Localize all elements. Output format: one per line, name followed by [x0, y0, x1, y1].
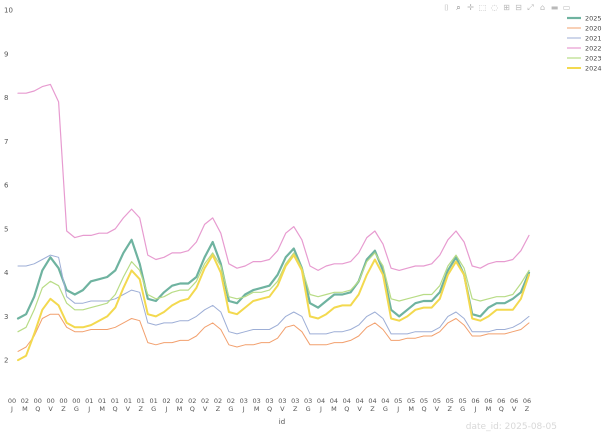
series-line-2023[interactable] — [17, 252, 530, 333]
x-tick-label: 02 V — [201, 397, 209, 413]
x-tick-label: 05 V — [433, 397, 441, 413]
date-watermark: date_id: 2025-08-05 — [466, 422, 557, 432]
legend-label-2021[interactable]: 2021 — [585, 34, 602, 42]
lasso-icon[interactable]: ◌ — [491, 3, 498, 12]
x-tick-label: 04 M — [330, 397, 338, 413]
x-tick-label: 03 Q — [265, 397, 273, 413]
series-line-2024[interactable] — [17, 254, 530, 362]
x-tick-label: 04 J — [317, 397, 325, 413]
y-tick-label: 6 — [4, 182, 9, 190]
legend-label-2025[interactable]: 2025 — [585, 14, 602, 22]
x-tick-label: 04 Z — [368, 397, 376, 413]
x-tick-label: 04 G — [381, 397, 389, 413]
series-line-2021[interactable] — [17, 254, 530, 335]
y-tick-label: 10 — [4, 7, 13, 15]
zoom-out-icon[interactable]: ⊟ — [515, 3, 522, 12]
x-tick-label: 03 V — [278, 397, 286, 413]
autoscale-icon[interactable]: ⤢ — [527, 3, 534, 12]
legend: 2025 2020 2021 2022 2023 2024 — [567, 14, 602, 72]
x-tick-label: 06 V — [510, 397, 518, 413]
x-tick-label: 03 G — [304, 397, 312, 413]
x-tick-label: 05 Q — [420, 397, 428, 413]
x-tick-label: 06 M — [484, 397, 492, 413]
y-tick-label: 7 — [4, 138, 8, 146]
legend-label-2020[interactable]: 2020 — [585, 24, 602, 32]
y-tick-label: 4 — [4, 269, 9, 277]
legend-label-2022[interactable]: 2022 — [585, 44, 602, 52]
x-tick-label: 00 Z — [59, 397, 67, 413]
x-tick-label: 02 G — [227, 397, 235, 413]
x-tick-label: 06 Z — [523, 397, 531, 413]
legend-label-2024[interactable]: 2024 — [585, 64, 602, 72]
x-tick-label: 02 J — [162, 397, 170, 413]
modebar: ⌷ ⌕ ✛ ⬚ ◌ ⊞ ⊟ ⤢ ⌂ ▬ ▭ — [442, 3, 571, 12]
x-tick-label: 04 V — [355, 397, 363, 413]
x-tick-label: 01 Z — [137, 397, 145, 413]
x-tick-label: 01 G — [149, 397, 157, 413]
x-tick-label: 06 Q — [497, 397, 505, 413]
x-tick-label: 01 M — [98, 397, 106, 413]
x-tick-label: 00 G — [72, 397, 80, 413]
x-tick-label: 00 J — [8, 397, 16, 413]
zoom-icon[interactable]: ⌕ — [456, 3, 461, 12]
x-tick-label: 03 Z — [291, 397, 299, 413]
x-tick-label: 01 V — [124, 397, 132, 413]
y-axis: 2 3 4 5 6 7 8 9 10 — [4, 7, 13, 365]
x-tick-label: 02 Q — [188, 397, 196, 413]
x-tick-label: 06 J — [471, 397, 479, 413]
x-tick-label: 02 M — [175, 397, 183, 413]
x-axis-title: id — [279, 418, 285, 426]
y-tick-label: 5 — [4, 225, 8, 233]
x-tick-label: 01 Q — [111, 397, 119, 413]
y-tick-label: 2 — [4, 357, 8, 365]
x-tick-label: 01 J — [85, 397, 93, 413]
x-tick-label: 02 Z — [214, 397, 222, 413]
y-tick-label: 3 — [4, 313, 8, 321]
spike-lines-icon[interactable]: ▬ — [550, 3, 559, 12]
x-tick-label: 03 J — [240, 397, 248, 413]
x-tick-label: 05 Z — [446, 397, 454, 413]
series-line-2020[interactable] — [17, 313, 530, 352]
x-axis: 00 J 02 M 00 Q 00 V 00 Z 00 G 01 J 01 M 01 Q 01 V 01 Z 01 G 02 J 0… — [8, 397, 531, 413]
x-tick-label: 04 Q — [343, 397, 351, 413]
legend-label-2023[interactable]: 2023 — [585, 54, 602, 62]
camera-icon[interactable]: ⌷ — [444, 3, 449, 12]
hover-closest-icon[interactable]: ▭ — [562, 3, 571, 12]
zoom-in-icon[interactable]: ⊞ — [503, 3, 510, 12]
x-tick-label: 00 V — [46, 397, 54, 413]
y-tick-label: 8 — [4, 94, 8, 102]
x-tick-label: 00 Q — [34, 397, 42, 413]
x-tick-label: 02 M — [21, 397, 29, 413]
series-line-2022[interactable] — [17, 83, 530, 271]
reset-axes-icon[interactable]: ⌂ — [539, 3, 546, 12]
series-lines — [16, 83, 531, 362]
x-tick-label: 05 J — [394, 397, 402, 413]
x-tick-label: 05 G — [458, 397, 466, 413]
box-select-icon[interactable]: ⬚ — [478, 3, 487, 12]
series-line-2025[interactable] — [16, 238, 531, 320]
x-tick-label: 05 M — [407, 397, 415, 413]
pan-icon[interactable]: ✛ — [467, 3, 474, 12]
y-tick-label: 9 — [4, 50, 8, 58]
x-tick-label: 03 M — [252, 397, 260, 413]
